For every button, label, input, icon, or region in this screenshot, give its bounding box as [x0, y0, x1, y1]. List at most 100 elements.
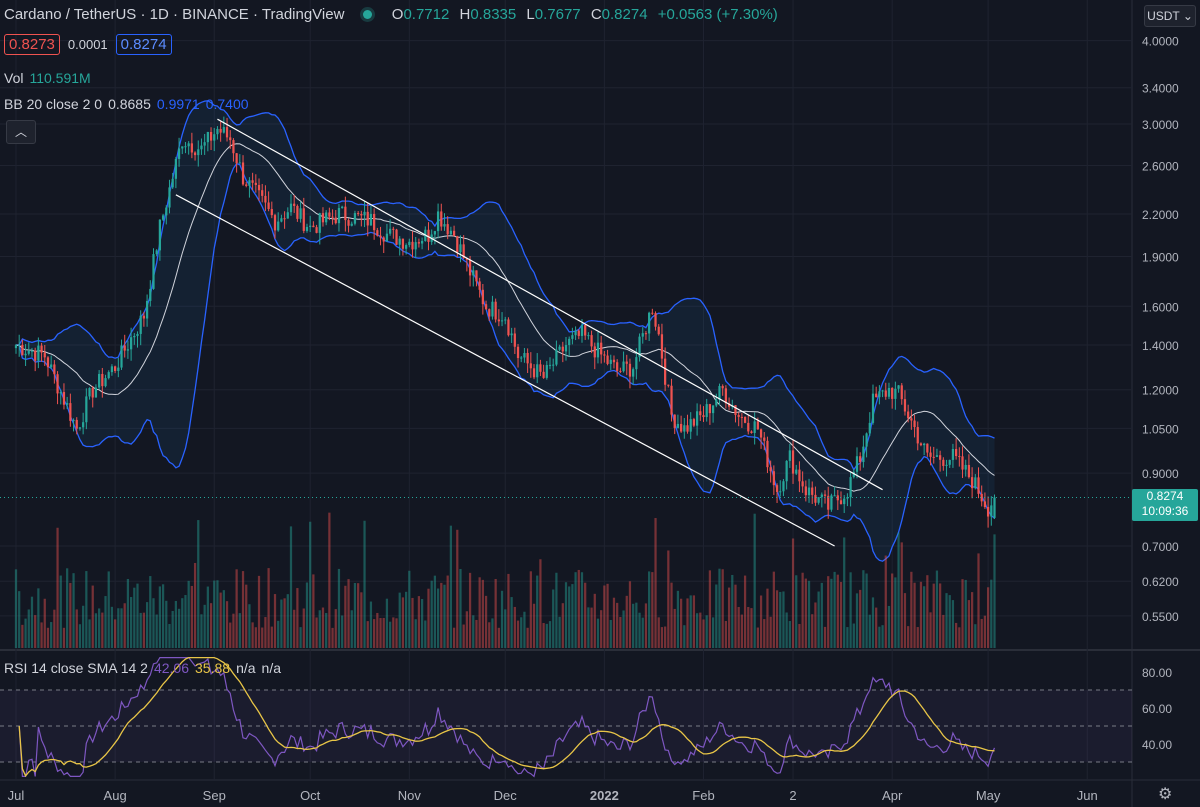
candle-body — [18, 344, 21, 346]
candle-body — [536, 364, 539, 378]
volume-bar — [299, 627, 302, 648]
volume-legend[interactable]: Vol 110.591M — [4, 70, 91, 86]
volume-bar — [849, 572, 852, 648]
volume-bar — [174, 600, 177, 648]
rsi-legend[interactable]: RSI 14 close SMA 14 2 42.06 35.88 n/a n/a — [4, 660, 281, 676]
candle-body — [299, 208, 302, 219]
candle-body — [37, 345, 40, 361]
collapse-legend-button[interactable]: ︿ — [6, 120, 36, 144]
volume-bar — [78, 624, 82, 648]
bb-label: BB 20 close 2 0 — [4, 96, 103, 112]
buy-button[interactable]: 0.8274 — [115, 34, 172, 55]
candle-body — [759, 429, 763, 438]
volume-bar — [600, 610, 603, 648]
candle-body — [507, 319, 510, 336]
candle-body — [475, 270, 478, 282]
volume-bar — [286, 594, 289, 648]
volume-bar — [404, 591, 408, 648]
sell-button[interactable]: 0.8273 — [4, 34, 60, 55]
symbol-title[interactable]: Cardano / TetherUS · 1D · BINANCE · Trad… — [4, 6, 345, 23]
volume-bar — [772, 571, 775, 648]
volume-bar — [699, 612, 702, 648]
candle-body — [427, 229, 430, 242]
bb-legend[interactable]: BB 20 close 2 0 0.8685 0.9971 0.7400 — [4, 96, 249, 112]
candle-body — [721, 386, 724, 389]
trend-channel[interactable] — [175, 118, 883, 547]
volume-bar — [724, 620, 728, 648]
candle-body — [440, 211, 443, 227]
candle-body — [21, 344, 24, 356]
rsi-tick-label: 60.00 — [1142, 702, 1172, 716]
candle-body — [209, 131, 213, 141]
volume-bar — [558, 616, 561, 648]
candle-body — [791, 450, 795, 474]
candle-body — [446, 224, 449, 235]
candle-body — [782, 481, 785, 492]
volume-bar — [513, 606, 516, 648]
candle-body — [664, 358, 667, 385]
volume-bar — [104, 596, 107, 648]
candle-body — [254, 182, 257, 186]
volume-bar — [120, 608, 123, 648]
candle-body — [273, 215, 277, 231]
candle-body — [763, 437, 766, 441]
candle-body — [129, 337, 133, 350]
gear-icon[interactable]: ⚙ — [1158, 786, 1173, 803]
candle-body — [910, 418, 913, 421]
candle-body — [309, 225, 312, 227]
volume-bar — [331, 627, 334, 648]
volume-bar — [411, 597, 414, 648]
candle-body — [955, 448, 958, 457]
candle-body — [711, 405, 715, 414]
candle-body — [417, 242, 421, 244]
volume-bar — [171, 610, 174, 648]
candle-body — [104, 378, 107, 387]
volume-bar — [993, 534, 996, 648]
candle-body — [878, 391, 881, 398]
volume-bar — [798, 623, 801, 648]
last-price-tag: 0.8274 10:09:36 — [1132, 489, 1198, 521]
volume-bar — [791, 538, 795, 648]
volume-bar — [440, 582, 443, 648]
candle-body — [305, 226, 309, 231]
volume-bar — [913, 582, 916, 648]
candle-body — [459, 244, 462, 253]
volume-bar — [552, 589, 555, 648]
candle-body — [871, 393, 875, 423]
volume-bar — [667, 550, 670, 648]
candle-body — [875, 393, 878, 398]
volume-bar — [612, 597, 616, 648]
candle-body — [779, 491, 782, 493]
candle-body — [481, 289, 484, 305]
volume-bar — [197, 520, 200, 648]
volume-bar — [529, 571, 532, 648]
candle-body — [171, 178, 174, 188]
candle-body — [849, 477, 852, 498]
candle-body — [283, 218, 286, 220]
volume-bar — [472, 615, 475, 648]
volume-bar — [488, 622, 491, 648]
candle-body — [695, 411, 699, 426]
volume-bar — [779, 591, 782, 648]
candle-body — [34, 350, 37, 361]
volume-bar — [305, 582, 309, 648]
volume-bar — [593, 593, 596, 648]
candle-body — [98, 373, 101, 388]
volume-bar — [468, 572, 472, 648]
time-tick-label: Apr — [882, 788, 903, 803]
volume-bar — [807, 580, 811, 648]
candle-body — [206, 131, 209, 143]
currency-selector[interactable]: USDT ⌄ — [1144, 5, 1196, 27]
candle-body — [830, 495, 833, 510]
volume-bar — [532, 603, 536, 648]
volume-bar — [526, 627, 529, 648]
volume-bar — [261, 627, 264, 648]
rsi-tick-label: 40.00 — [1142, 738, 1172, 752]
candle-body — [248, 180, 251, 186]
volume-bar — [436, 588, 440, 648]
volume-bar — [181, 598, 184, 648]
candle-body — [961, 456, 964, 470]
candle-body — [862, 446, 865, 463]
volume-bar — [293, 609, 296, 648]
